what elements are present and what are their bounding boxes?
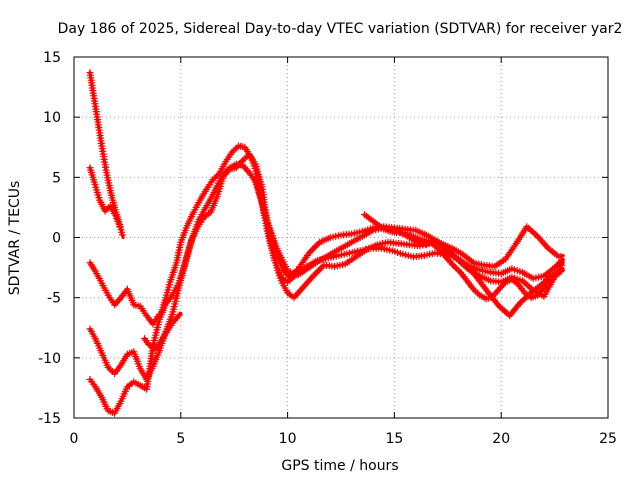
x-tick-label: 0	[70, 431, 79, 447]
series-markers	[361, 211, 565, 303]
series-markers	[86, 151, 565, 383]
x-tick-label: 15	[385, 431, 403, 447]
series-line	[88, 162, 565, 415]
data-point	[456, 258, 464, 266]
series-s8	[361, 211, 565, 303]
data-point	[558, 261, 566, 269]
y-tick-label: -10	[38, 351, 61, 367]
data-point	[495, 302, 503, 310]
data-point	[116, 222, 124, 230]
y-tick-label: 15	[43, 50, 61, 66]
x-tick-label: 5	[176, 431, 185, 447]
y-tick-label: -5	[47, 291, 61, 307]
data-point	[519, 277, 527, 285]
series-markers	[86, 160, 565, 417]
data-point	[118, 231, 126, 239]
data-point	[175, 311, 183, 319]
series-s5	[86, 160, 565, 417]
data-point	[528, 285, 535, 293]
series-markers	[86, 69, 126, 239]
y-tick-label: 0	[52, 231, 61, 247]
y-tick-label: 10	[43, 110, 61, 126]
grid	[74, 57, 608, 418]
series-s1	[86, 69, 126, 240]
chart-title: Day 186 of 2025, Sidereal Day-to-day VTE…	[58, 21, 623, 37]
x-tick-label: 10	[279, 431, 297, 447]
series-markers	[141, 311, 183, 353]
data-point	[530, 229, 538, 237]
series-markers	[252, 175, 566, 300]
series-s6	[141, 311, 183, 353]
series-markers	[86, 164, 124, 230]
x-axis-label: GPS time / hours	[281, 458, 398, 474]
data-point	[557, 252, 565, 260]
y-tick-label: -15	[38, 411, 61, 427]
series-s4	[86, 151, 565, 383]
data-point	[552, 262, 560, 270]
data-point	[103, 205, 111, 213]
x-tick-label: 20	[492, 431, 510, 447]
series-s2	[86, 164, 124, 231]
data-point	[557, 268, 565, 276]
y-tick-label: 5	[52, 170, 61, 186]
data-series	[86, 69, 566, 417]
axis-ticks: 0 5 10 15 20 25 -15 -10 -5 0 5 10 15	[38, 50, 617, 447]
x-tick-label: 25	[599, 431, 617, 447]
y-axis-label: SDTVAR / TECUs	[7, 181, 23, 296]
